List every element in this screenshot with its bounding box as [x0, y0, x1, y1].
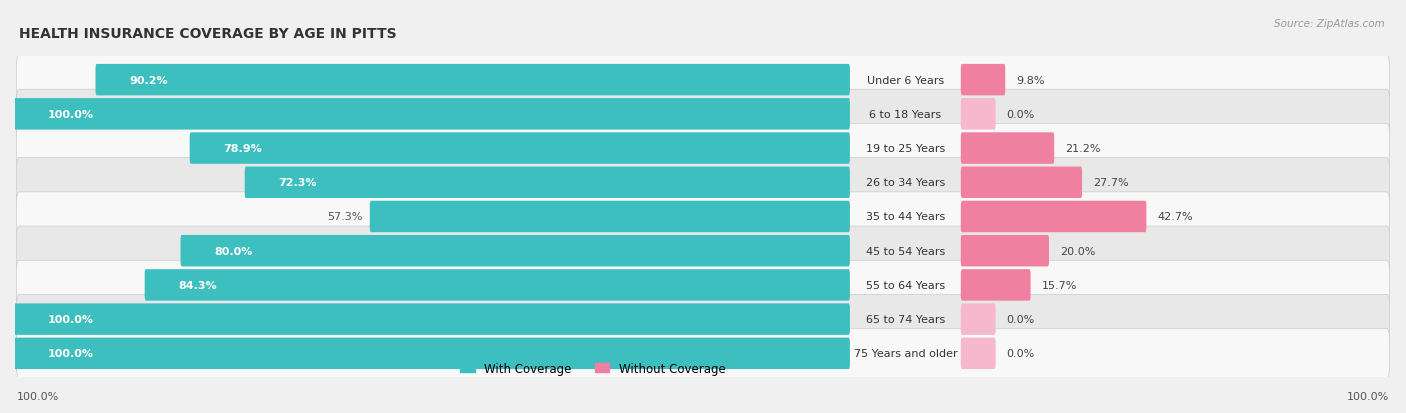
FancyBboxPatch shape: [960, 304, 995, 335]
Text: 57.3%: 57.3%: [328, 212, 363, 222]
Text: 65 to 74 Years: 65 to 74 Years: [866, 314, 945, 324]
FancyBboxPatch shape: [960, 235, 1049, 267]
FancyBboxPatch shape: [17, 226, 1389, 275]
Text: 80.0%: 80.0%: [214, 246, 253, 256]
FancyBboxPatch shape: [245, 167, 849, 199]
Text: Under 6 Years: Under 6 Years: [866, 76, 943, 85]
Text: 6 to 18 Years: 6 to 18 Years: [869, 109, 942, 119]
Text: 20.0%: 20.0%: [1060, 246, 1095, 256]
Text: 100.0%: 100.0%: [48, 109, 93, 119]
FancyBboxPatch shape: [960, 338, 995, 369]
FancyBboxPatch shape: [17, 90, 1389, 139]
FancyBboxPatch shape: [17, 158, 1389, 207]
FancyBboxPatch shape: [960, 270, 1031, 301]
Text: 42.7%: 42.7%: [1157, 212, 1192, 222]
Text: HEALTH INSURANCE COVERAGE BY AGE IN PITTS: HEALTH INSURANCE COVERAGE BY AGE IN PITT…: [20, 27, 396, 41]
FancyBboxPatch shape: [960, 201, 1146, 233]
Text: 19 to 25 Years: 19 to 25 Years: [866, 144, 945, 154]
Text: 90.2%: 90.2%: [129, 76, 167, 85]
FancyBboxPatch shape: [17, 329, 1389, 378]
FancyBboxPatch shape: [17, 124, 1389, 173]
Text: 72.3%: 72.3%: [278, 178, 316, 188]
Text: 26 to 34 Years: 26 to 34 Years: [866, 178, 945, 188]
Text: Source: ZipAtlas.com: Source: ZipAtlas.com: [1274, 19, 1385, 28]
Legend: With Coverage, Without Coverage: With Coverage, Without Coverage: [460, 362, 725, 375]
Text: 9.8%: 9.8%: [1017, 76, 1045, 85]
Text: 0.0%: 0.0%: [1007, 109, 1035, 119]
Text: 0.0%: 0.0%: [1007, 314, 1035, 324]
FancyBboxPatch shape: [17, 56, 1389, 105]
Text: 27.7%: 27.7%: [1092, 178, 1129, 188]
FancyBboxPatch shape: [14, 338, 849, 369]
FancyBboxPatch shape: [960, 167, 1083, 199]
FancyBboxPatch shape: [190, 133, 849, 164]
FancyBboxPatch shape: [14, 304, 849, 335]
Text: 78.9%: 78.9%: [224, 144, 262, 154]
Text: 100.0%: 100.0%: [1347, 391, 1389, 401]
Text: 100.0%: 100.0%: [17, 391, 59, 401]
FancyBboxPatch shape: [14, 99, 849, 130]
FancyBboxPatch shape: [960, 99, 995, 130]
Text: 84.3%: 84.3%: [179, 280, 217, 290]
Text: 55 to 64 Years: 55 to 64 Years: [866, 280, 945, 290]
Text: 15.7%: 15.7%: [1042, 280, 1077, 290]
FancyBboxPatch shape: [96, 65, 849, 96]
FancyBboxPatch shape: [17, 261, 1389, 310]
FancyBboxPatch shape: [17, 192, 1389, 242]
Text: 100.0%: 100.0%: [48, 314, 93, 324]
FancyBboxPatch shape: [17, 295, 1389, 344]
Text: 0.0%: 0.0%: [1007, 349, 1035, 358]
FancyBboxPatch shape: [370, 201, 849, 233]
Text: 75 Years and older: 75 Years and older: [853, 349, 957, 358]
Text: 45 to 54 Years: 45 to 54 Years: [866, 246, 945, 256]
FancyBboxPatch shape: [180, 235, 849, 267]
Text: 35 to 44 Years: 35 to 44 Years: [866, 212, 945, 222]
Text: 21.2%: 21.2%: [1066, 144, 1101, 154]
FancyBboxPatch shape: [960, 133, 1054, 164]
FancyBboxPatch shape: [145, 270, 849, 301]
Text: 100.0%: 100.0%: [48, 349, 93, 358]
FancyBboxPatch shape: [960, 65, 1005, 96]
